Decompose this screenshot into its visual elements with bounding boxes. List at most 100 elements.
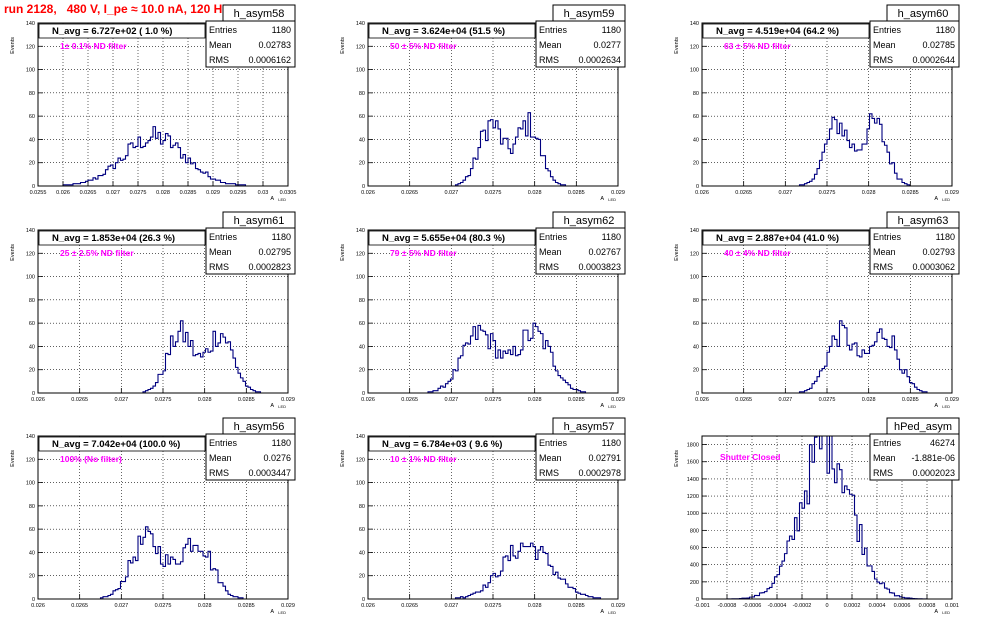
y-tick-label: 200	[690, 580, 699, 586]
stats-label: RMS	[539, 262, 559, 272]
x-tick-label: 0.0275	[819, 190, 836, 196]
x-tick-label: 0.026	[695, 397, 709, 403]
x-tick-label: 0.0275	[485, 603, 502, 609]
y-tick-label: 80	[693, 298, 699, 304]
x-tick-label: 0.027	[114, 397, 128, 403]
x-tick-label: 0.029	[281, 397, 295, 403]
x-tick-label: 0.027	[106, 190, 120, 196]
stats-value: 0.02785	[922, 40, 955, 50]
histogram-panel-h_asym59: 0.026 0.0265 0.027 0.0275 0.028 0.0285 0.029 0 2…	[340, 4, 626, 202]
x-tick-label: 0.03	[258, 190, 269, 196]
filter-label: Shutter Closed	[720, 452, 780, 462]
stats-value: 0.0277	[593, 40, 621, 50]
annotation-box	[368, 436, 536, 452]
filter-label: 25 ± 2.5% ND filter	[60, 248, 134, 258]
x-tick-label: 0.0275	[130, 190, 147, 196]
x-tick-label: 0.029	[611, 603, 625, 609]
y-tick-label: 40	[29, 344, 35, 350]
stats-value: 0.0002978	[578, 468, 621, 478]
y-tick-label: 120	[690, 251, 699, 257]
filter-label: 40 ± 4% ND filter	[724, 248, 791, 258]
y-tick-label: 0	[696, 597, 699, 603]
stats-label: Mean	[209, 247, 232, 257]
x-tick-label: 0.0255	[30, 190, 47, 196]
stats-value: 46274	[930, 438, 955, 448]
y-tick-label: 80	[359, 91, 365, 97]
stats-box	[535, 20, 626, 68]
annotation-box	[38, 230, 206, 246]
histogram-title: h_asym59	[564, 8, 615, 20]
stats-value: 1180	[602, 232, 621, 242]
annotation-box	[702, 23, 870, 39]
y-tick-label: 140	[356, 21, 365, 27]
y-tick-label: 40	[29, 550, 35, 556]
y-tick-label: 140	[26, 434, 35, 440]
x-tick-label: -0.0002	[793, 603, 812, 609]
x-tick-label: 0.028	[862, 397, 876, 403]
x-axis-label: A	[600, 196, 604, 202]
x-tick-label: 0.0285	[568, 603, 585, 609]
stats-label: Entries	[209, 232, 238, 242]
stats-value: 0.0002634	[578, 55, 621, 65]
stats-label: Entries	[209, 25, 238, 35]
y-tick-label: 140	[26, 21, 35, 27]
annotation-text: N_avg = 5.655e+04 (80.3 %)	[382, 233, 505, 244]
x-tick-label: 0.0265	[735, 397, 752, 403]
x-tick-label: 0.0285	[238, 397, 255, 403]
x-tick-label: 0.0275	[155, 397, 172, 403]
y-tick-label: 1000	[687, 511, 699, 517]
x-tick-label: 0.026	[361, 190, 375, 196]
stats-label: RMS	[539, 468, 559, 478]
x-tick-label: 0.029	[206, 190, 220, 196]
y-tick-label: 80	[693, 91, 699, 97]
stats-value: 0.0003823	[578, 262, 621, 272]
y-tick-label: 60	[29, 527, 35, 533]
x-axis-label: A	[270, 609, 274, 615]
stats-value: -1.881e-06	[911, 453, 955, 463]
filter-label: 100% (No filter)	[60, 454, 122, 464]
stats-box	[535, 433, 626, 481]
stats-value: 0.02793	[922, 247, 955, 257]
y-tick-label: 140	[690, 228, 699, 234]
x-tick-label: 0.028	[156, 190, 170, 196]
y-tick-label: 40	[693, 137, 699, 143]
stats-value: 1180	[272, 232, 291, 242]
y-tick-label: 20	[693, 368, 699, 374]
y-axis-label: Events	[10, 450, 16, 467]
stats-value: 0.0002023	[912, 468, 955, 478]
x-tick-label: 0.029	[611, 190, 625, 196]
y-axis-label: Events	[674, 244, 680, 261]
stats-value: 1180	[936, 25, 955, 35]
x-axis-label: A	[600, 403, 604, 409]
x-tick-label: 0.0275	[485, 397, 502, 403]
x-tick-label: 0.001	[945, 603, 959, 609]
annotation-text: N_avg = 1.853e+04 (26.3 %)	[52, 233, 175, 244]
annotation-text: N_avg = 7.042e+04 (100.0 %)	[52, 439, 180, 450]
y-tick-label: 40	[29, 137, 35, 143]
histogram-panel-h_asym58: 0.0255 0.026 0.0265 0.027 0.0275 0.028 0.0285 0…	[10, 4, 296, 202]
stats-label: RMS	[209, 468, 229, 478]
x-tick-label: 0.0285	[180, 190, 197, 196]
y-axis-label: Events	[10, 244, 16, 261]
x-tick-label: 0.029	[945, 397, 959, 403]
y-tick-label: 100	[26, 68, 35, 74]
histogram-title: h_asym56	[234, 421, 285, 433]
annotation-box	[702, 230, 870, 246]
y-tick-label: 120	[356, 44, 365, 50]
stats-label: RMS	[209, 262, 229, 272]
stats-label: RMS	[209, 55, 229, 65]
x-tick-label: 0.0285	[902, 397, 919, 403]
x-tick-label: 0.0006	[894, 603, 911, 609]
y-tick-label: 0	[696, 391, 699, 397]
y-axis-label: Events	[340, 244, 346, 261]
y-tick-label: 60	[693, 114, 699, 120]
x-tick-label: 0.027	[778, 397, 792, 403]
x-axis-label: A	[934, 403, 938, 409]
stats-label: Mean	[873, 40, 896, 50]
y-axis-label: Events	[10, 37, 16, 54]
y-tick-label: 800	[690, 528, 699, 534]
annotation-text: N_avg = 6.727e+02 ( 1.0 %)	[52, 26, 172, 37]
stats-box	[205, 20, 296, 68]
stats-value: 0.0006162	[248, 55, 291, 65]
